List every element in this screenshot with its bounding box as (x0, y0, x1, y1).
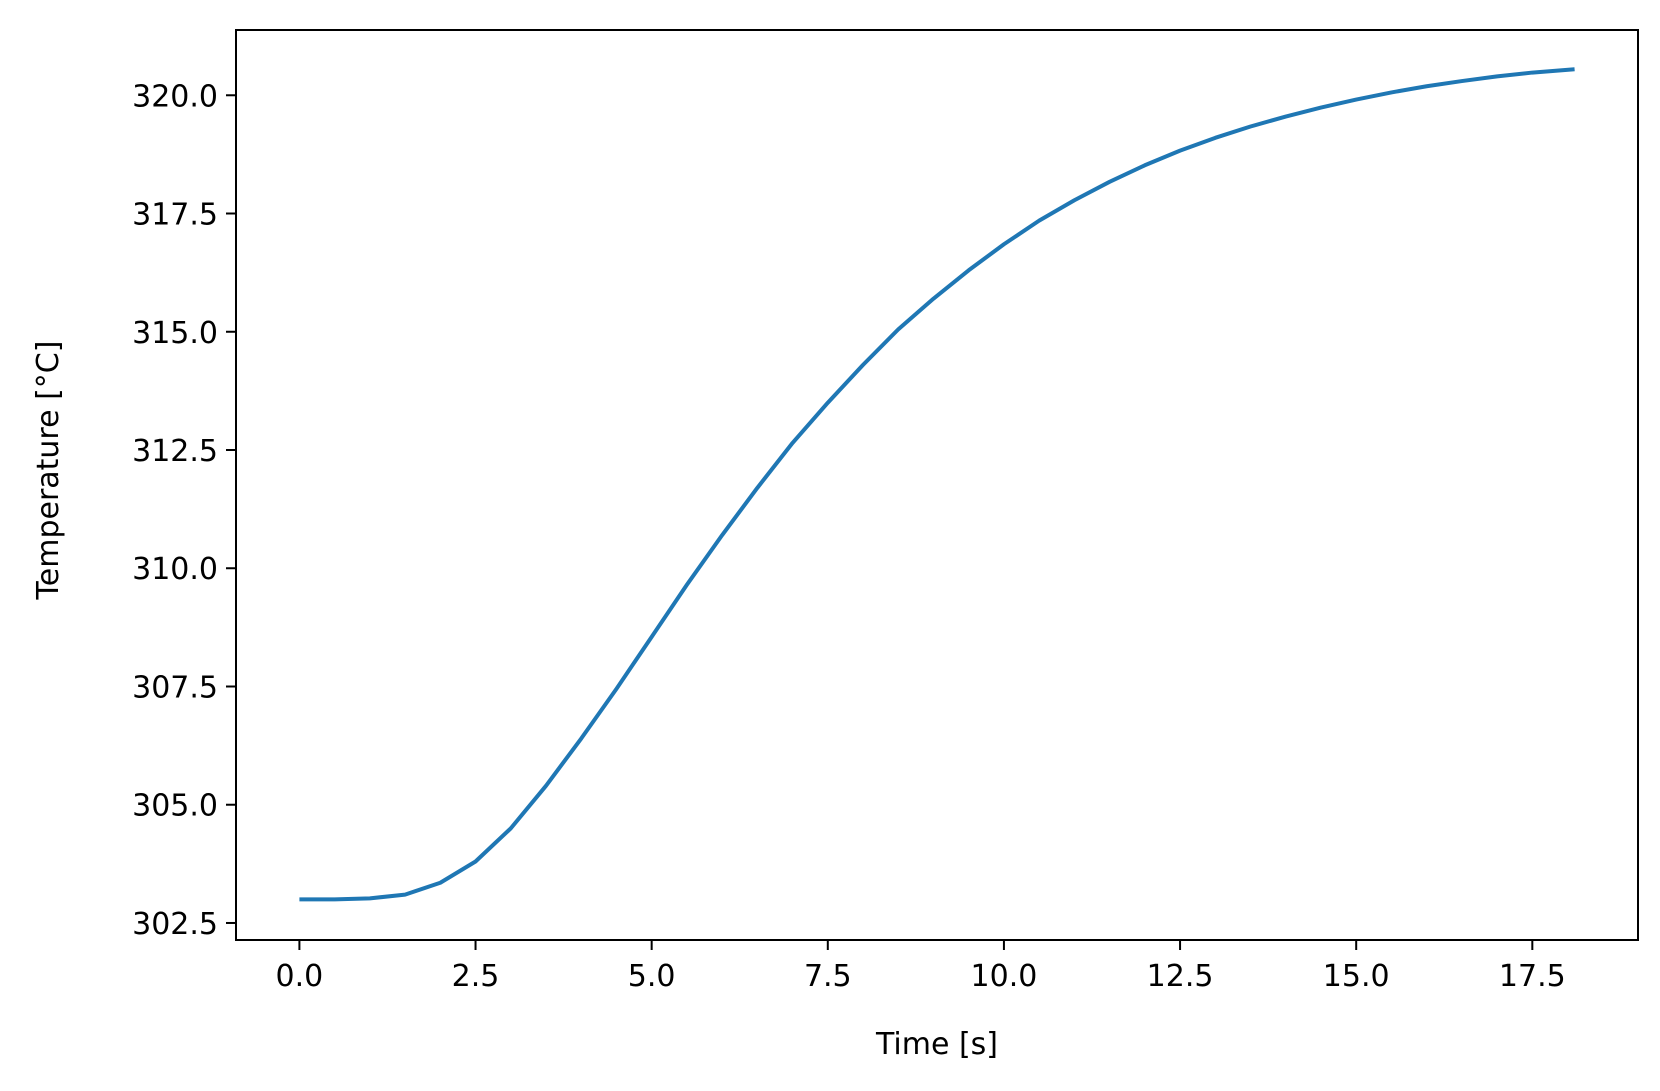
y-tick-label: 317.5 (132, 198, 218, 233)
series-line-0 (299, 67, 1575, 902)
y-tick-label: 302.5 (132, 907, 218, 942)
x-tick-label: 10.0 (971, 959, 1038, 994)
x-tick-label: 15.0 (1323, 959, 1390, 994)
y-axis-label: Temperature [°C] (31, 341, 66, 601)
x-tick-label: 5.0 (628, 959, 676, 994)
y-tick-label: 307.5 (132, 670, 218, 705)
x-tick-label: 17.5 (1499, 959, 1566, 994)
plot-frame (235, 29, 1639, 941)
y-tick-label: 312.5 (132, 434, 218, 469)
x-tick-label: 12.5 (1147, 959, 1214, 994)
x-axis-label: Time [s] (875, 1027, 998, 1062)
x-axis-ticks: 0.0 2.5 5.0 7.5 10.0 12.5 15.0 17.5 (276, 940, 1566, 994)
data-layer (299, 67, 1575, 902)
x-tick-label: 7.5 (804, 959, 852, 994)
x-tick-label: 2.5 (452, 959, 500, 994)
x-tick-label: 0.0 (276, 959, 324, 994)
plot-area (235, 29, 1639, 941)
y-tick-label: 320.0 (132, 79, 218, 114)
y-tick-label: 310.0 (132, 552, 218, 587)
y-tick-label: 305.0 (132, 789, 218, 824)
y-axis-ticks: 302.5 305.0 307.5 310.0 312.5 315.0 317.5 320.0 (132, 79, 236, 942)
y-tick-label: 315.0 (132, 316, 218, 351)
